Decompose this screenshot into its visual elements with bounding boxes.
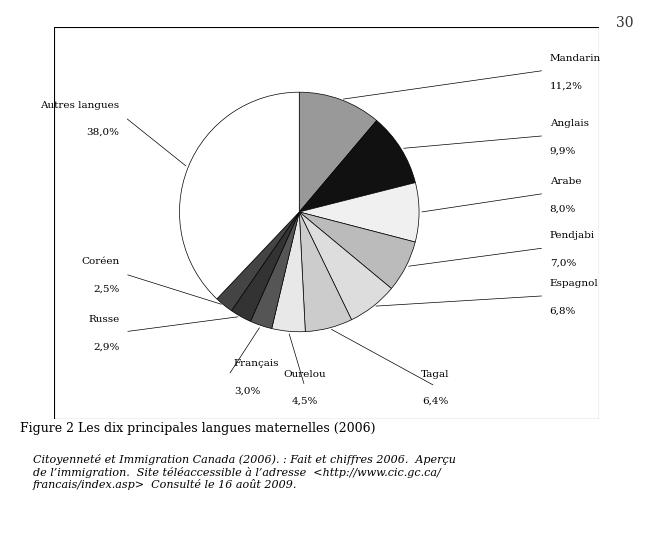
Text: 2,9%: 2,9% — [93, 343, 119, 352]
Wedge shape — [231, 212, 299, 321]
Wedge shape — [299, 212, 415, 288]
Text: Figure 2 Les dix principales langues maternelles (2006): Figure 2 Les dix principales langues mat… — [20, 422, 375, 434]
Text: Espagnol: Espagnol — [550, 279, 599, 288]
Text: Russe: Russe — [88, 315, 119, 324]
Text: Citoyenneté et Immigration Canada (2006). : Fait et chiffres 2006.  Aperçu
de l’: Citoyenneté et Immigration Canada (2006)… — [33, 454, 456, 490]
Wedge shape — [299, 120, 415, 212]
Text: 11,2%: 11,2% — [550, 81, 582, 90]
Wedge shape — [299, 212, 391, 320]
Text: Autres langues: Autres langues — [40, 100, 119, 110]
Wedge shape — [180, 92, 299, 299]
Text: Mandarin: Mandarin — [550, 54, 601, 63]
Text: 6,8%: 6,8% — [550, 307, 576, 316]
Text: 38,0%: 38,0% — [87, 128, 119, 137]
Text: Ourelou: Ourelou — [283, 369, 326, 379]
Text: Anglais: Anglais — [550, 119, 589, 128]
Text: 9,9%: 9,9% — [550, 147, 576, 156]
Wedge shape — [299, 183, 419, 242]
Text: Coréen: Coréen — [82, 257, 119, 266]
Text: Tagal: Tagal — [421, 369, 450, 379]
Text: Arabe: Arabe — [550, 177, 581, 186]
Text: 8,0%: 8,0% — [550, 205, 576, 213]
Text: 4,5%: 4,5% — [291, 397, 318, 406]
Wedge shape — [217, 212, 299, 311]
Text: Pendjabi: Pendjabi — [550, 231, 595, 240]
Wedge shape — [299, 92, 377, 212]
Text: 30: 30 — [616, 16, 633, 30]
Text: 2,5%: 2,5% — [93, 285, 119, 294]
Text: Français: Français — [234, 359, 279, 368]
Wedge shape — [250, 212, 299, 329]
Text: 7,0%: 7,0% — [550, 259, 576, 268]
Wedge shape — [272, 212, 306, 332]
Text: 6,4%: 6,4% — [422, 397, 449, 406]
Text: 3,0%: 3,0% — [234, 386, 261, 395]
Wedge shape — [299, 212, 351, 331]
